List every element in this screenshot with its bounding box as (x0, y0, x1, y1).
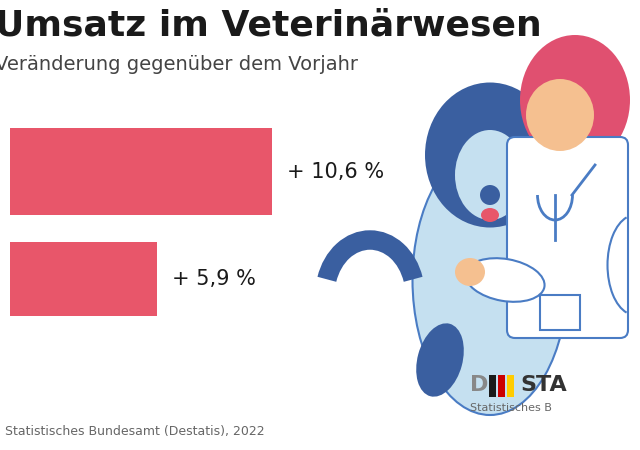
Ellipse shape (481, 208, 499, 222)
Text: Veränderung gegenüber dem Vorjahr: Veränderung gegenüber dem Vorjahr (0, 55, 358, 74)
FancyBboxPatch shape (507, 137, 628, 338)
Circle shape (480, 185, 500, 205)
FancyBboxPatch shape (498, 375, 505, 397)
Ellipse shape (425, 82, 555, 228)
Ellipse shape (416, 323, 464, 397)
Text: Umsatz im Veterinärwesen: Umsatz im Veterinärwesen (0, 8, 541, 42)
FancyBboxPatch shape (10, 242, 157, 316)
Ellipse shape (583, 105, 621, 185)
Ellipse shape (465, 258, 545, 302)
Text: + 5,9 %: + 5,9 % (172, 269, 256, 289)
Text: D: D (470, 375, 488, 395)
Ellipse shape (520, 35, 630, 165)
Ellipse shape (455, 130, 525, 220)
FancyBboxPatch shape (507, 375, 514, 397)
FancyBboxPatch shape (489, 375, 496, 397)
Text: + 10,6 %: + 10,6 % (287, 162, 384, 181)
Text: Statistisches Bundesamt (Destatis), 2022: Statistisches Bundesamt (Destatis), 2022 (5, 425, 264, 438)
Ellipse shape (526, 79, 594, 151)
Text: STA: STA (520, 375, 567, 395)
Ellipse shape (455, 258, 485, 286)
Ellipse shape (413, 145, 568, 415)
Text: Statistisches B: Statistisches B (470, 403, 552, 413)
FancyBboxPatch shape (10, 128, 272, 215)
